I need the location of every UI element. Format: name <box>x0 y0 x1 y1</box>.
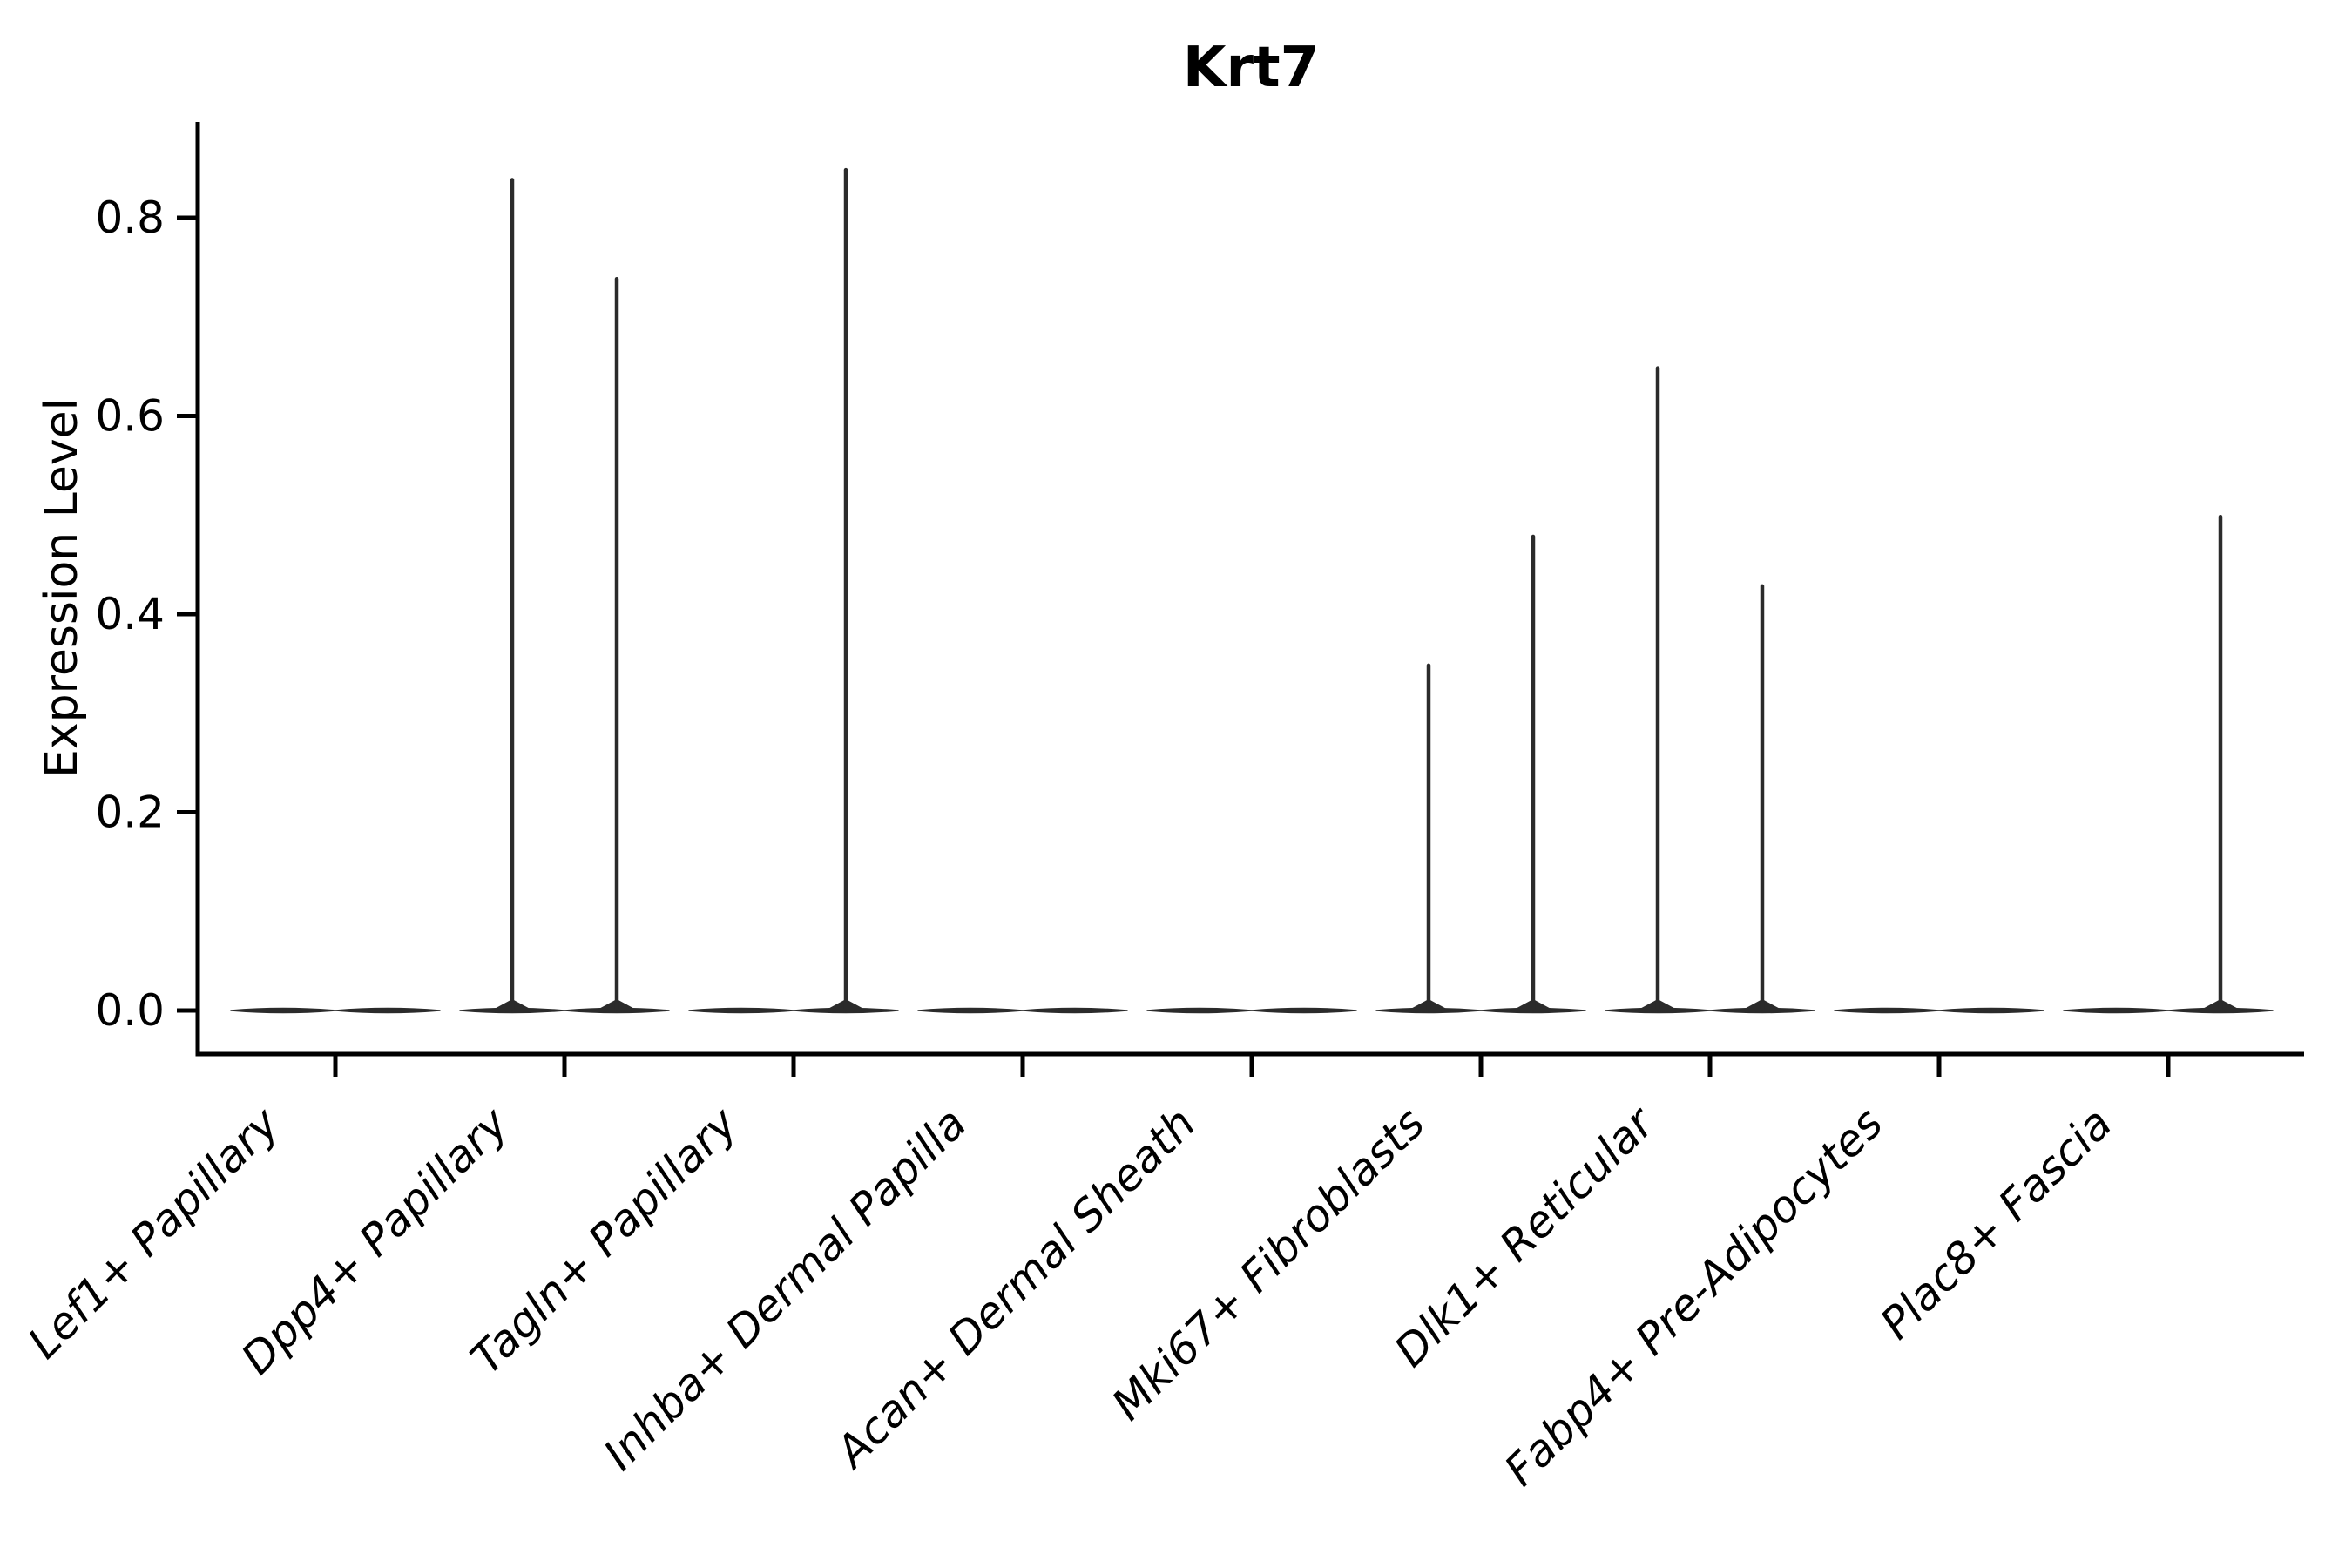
violin-base <box>335 1007 441 1014</box>
violin <box>1709 584 1815 1014</box>
violin-base <box>1022 1007 1128 1014</box>
violin <box>1834 1007 1940 1014</box>
x-tick-label: Lef1+ Papillary <box>18 1097 289 1368</box>
violin <box>917 1007 1024 1014</box>
violin <box>793 167 899 1014</box>
violin-base <box>1251 1007 1357 1014</box>
x-tick-label: Inhba+ Dermal Papilla <box>594 1098 976 1479</box>
violin-base <box>1938 1007 2044 1014</box>
violin-base <box>688 1007 794 1014</box>
y-tick-label: 0.6 <box>95 391 165 442</box>
y-axis-label: Expression Level <box>36 398 88 778</box>
violin <box>230 1007 336 1014</box>
violin <box>1938 1007 2044 1014</box>
violin <box>564 277 670 1014</box>
violin <box>1146 1007 1253 1014</box>
violin <box>335 1007 441 1014</box>
x-tick-label: Acan+ Dermal Sheath <box>825 1098 1206 1478</box>
y-axis-ticks: 0.0 0.2 0.4 0.6 0.8 <box>95 193 198 1036</box>
violins <box>230 167 2274 1014</box>
y-tick-label: 0.0 <box>95 985 165 1036</box>
violin-base <box>1146 1007 1253 1014</box>
violin <box>1480 534 1586 1014</box>
violin-base <box>917 1007 1024 1014</box>
violin-base <box>2063 1007 2169 1014</box>
violin <box>688 1007 794 1014</box>
y-tick-label: 0.2 <box>95 787 165 838</box>
y-tick-label: 0.4 <box>95 589 165 639</box>
violin <box>1022 1007 1128 1014</box>
violin-base <box>230 1007 336 1014</box>
axes-spines <box>195 122 2304 1057</box>
x-tick-label: Fabp4+ Pre-Adipocytes <box>1495 1098 1893 1496</box>
violin <box>2063 1007 2169 1014</box>
plot-title: Krt7 <box>1183 36 1319 100</box>
violin <box>1605 366 1711 1014</box>
x-tick-label: Plac8+ Fascia <box>1871 1098 2122 1348</box>
violin <box>1251 1007 1357 1014</box>
violin <box>1375 663 1482 1014</box>
violin <box>459 178 565 1014</box>
violin <box>2167 515 2274 1014</box>
y-tick-label: 0.8 <box>95 193 165 243</box>
violin-base <box>1834 1007 1940 1014</box>
